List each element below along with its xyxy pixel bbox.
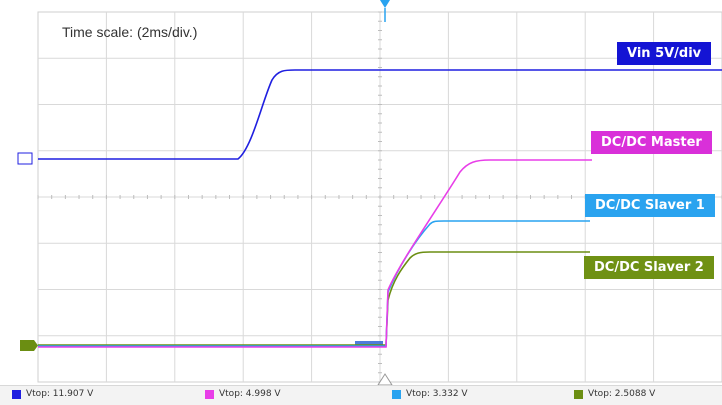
ground-marker-icon (20, 340, 34, 351)
vin-measurement: Vtop: 11.907 V (26, 389, 94, 399)
slaver1-channel-label: DC/DC Slaver 1 (585, 194, 715, 217)
vin-swatch-icon (12, 390, 21, 399)
slaver2-measurement: Vtop: 2.5088 V (588, 389, 656, 399)
master-trace (38, 159, 592, 348)
vin-trace (38, 69, 722, 160)
vin-channel-label: Vin 5V/div (617, 42, 712, 65)
trigger-noise (355, 341, 383, 347)
slaver2-swatch-icon (574, 390, 583, 399)
ground-marker-arrow-icon (34, 340, 38, 351)
slaver2-channel-label: DC/DC Slaver 2 (584, 256, 714, 279)
vin-ground-marker-icon (17, 152, 33, 165)
traces (38, 69, 722, 348)
measurement-bar: Vtop: 11.907 V Vtop: 4.998 V Vtop: 3.332… (0, 385, 722, 405)
slaver2-trace (38, 251, 590, 346)
slaver1-measurement: Vtop: 3.332 V (406, 389, 468, 399)
trigger-position-icon (380, 0, 390, 8)
master-channel-label: DC/DC Master (591, 131, 712, 154)
slaver1-swatch-icon (392, 390, 401, 399)
master-measurement: Vtop: 4.998 V (219, 389, 281, 399)
time-scale-label: Time scale: (2ms/div.) (62, 24, 198, 40)
master-swatch-icon (205, 390, 214, 399)
